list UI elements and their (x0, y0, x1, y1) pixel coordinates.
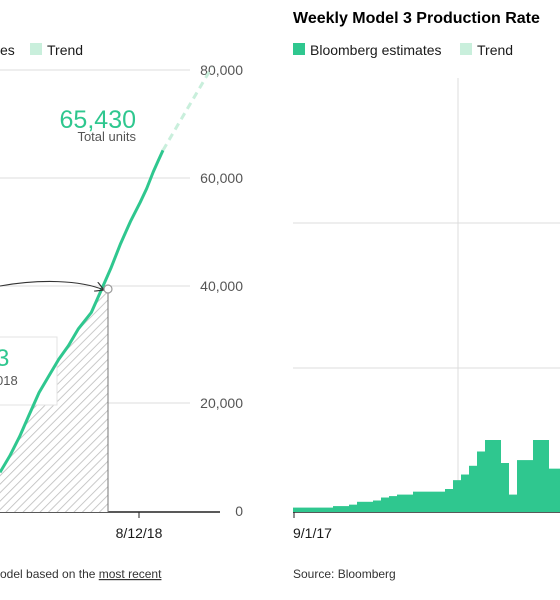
left-x-tick-label: 8/12/18 (116, 525, 163, 541)
right-bar (293, 507, 301, 512)
right-bar (437, 491, 445, 512)
right-bar (405, 494, 413, 512)
right-panel: Weekly Model 3 Production Rate Bloomberg… (293, 10, 560, 581)
right-bar (477, 451, 485, 512)
left-legend-trend-label: Trend (47, 42, 83, 58)
series-line-trend (161, 66, 214, 152)
right-bar (485, 440, 493, 512)
right-bar (541, 440, 549, 512)
right-bar (469, 465, 477, 512)
left-y-axis: 80,000 60,000 40,000 20,000 0 (200, 62, 243, 519)
right-bar (333, 506, 341, 512)
left-y-tick-label: 60,000 (200, 170, 243, 186)
marker-point (103, 284, 113, 294)
right-bar (349, 504, 357, 512)
right-bar (533, 440, 541, 512)
right-legend-trend-swatch (460, 43, 472, 55)
right-legend: Bloomberg estimates Trend (293, 42, 513, 58)
right-bar (493, 440, 501, 512)
right-bar (381, 497, 389, 512)
series-line-estimates (0, 149, 165, 474)
right-bar (301, 507, 309, 512)
left-line-series (0, 66, 214, 474)
right-bar (453, 480, 461, 512)
left-legend-estimates-label: es (0, 42, 15, 58)
right-gridlines (293, 78, 560, 513)
right-bar (429, 491, 437, 512)
left-y-tick-label: 80,000 (200, 62, 243, 78)
total-units-label: Total units (77, 129, 136, 144)
right-bar (397, 494, 405, 512)
left-y-tick-label: 20,000 (200, 395, 243, 411)
left-panel: es Trend 80,000 60,000 40,000 20,000 0 3 018… (0, 42, 243, 581)
right-legend-estimates-label: Bloomberg estimates (310, 42, 442, 58)
right-bar (373, 500, 381, 512)
right-bar-series (293, 440, 560, 512)
right-bar (309, 507, 317, 512)
annotation-arrow (0, 280, 104, 290)
right-bar (389, 496, 397, 512)
right-bar (421, 491, 429, 512)
right-bar (341, 506, 349, 512)
callout-box-label: 018 (0, 373, 18, 388)
right-bar (365, 501, 373, 512)
left-legend-trend-swatch (30, 43, 42, 55)
right-bar (549, 468, 557, 512)
left-legend: es Trend (0, 42, 83, 58)
right-bar (413, 491, 421, 512)
right-chart-title: Weekly Model 3 Production Rate (293, 10, 540, 27)
right-bar (317, 507, 325, 512)
left-callout-box: 3 018 (0, 336, 58, 406)
right-legend-estimates-swatch (293, 43, 305, 55)
right-x-axis: 9/1/17 (293, 512, 332, 541)
left-footer: odel based on the most recent (0, 567, 162, 581)
right-x-tick-label: 9/1/17 (293, 525, 332, 541)
total-units-value: 65,430 (60, 106, 136, 134)
right-bar (501, 463, 509, 512)
left-footer-prefix: odel based on the (0, 567, 99, 581)
right-bar (525, 460, 533, 512)
right-bar (357, 501, 365, 512)
left-y-tick-label: 40,000 (200, 278, 243, 294)
right-bar (325, 507, 333, 512)
callout-box-frame (0, 336, 58, 406)
left-y-tick-label: 0 (235, 503, 243, 519)
right-bar (461, 474, 469, 512)
right-bar (509, 494, 517, 512)
right-bar (517, 460, 525, 512)
most-recent-link[interactable]: most recent (99, 567, 162, 581)
right-bar (557, 468, 560, 512)
right-footer: Source: Bloomberg (293, 567, 396, 581)
left-x-axis: 8/12/18 (116, 512, 163, 541)
right-bar (445, 489, 453, 512)
callout-box-value: 3 (0, 345, 9, 372)
right-legend-trend-label: Trend (477, 42, 513, 58)
